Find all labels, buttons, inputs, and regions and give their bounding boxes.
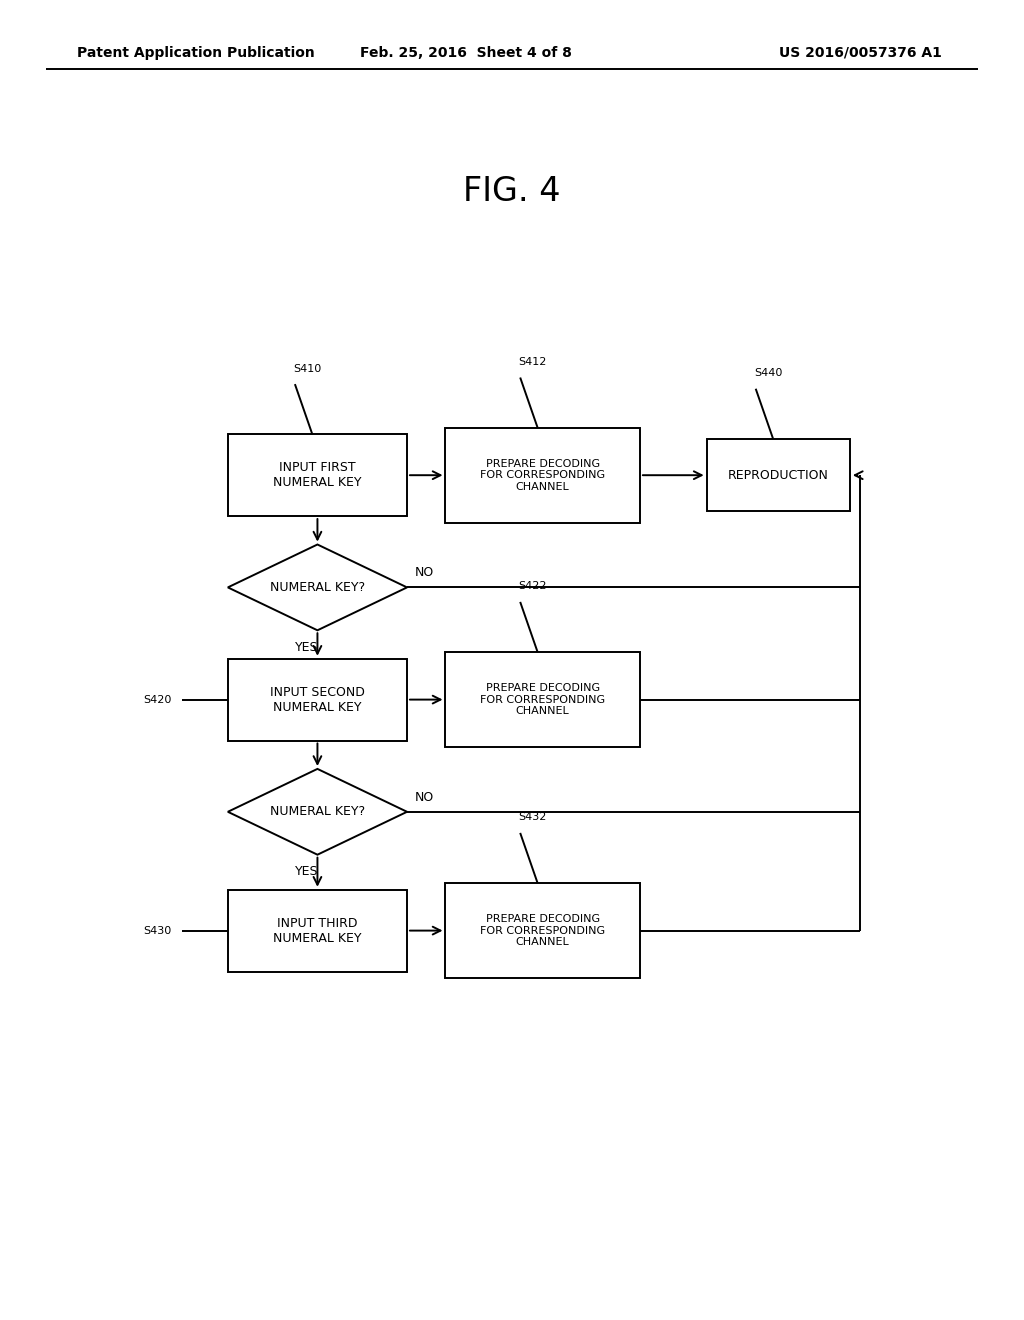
Text: S410: S410	[293, 363, 322, 374]
Text: S420: S420	[143, 694, 172, 705]
Text: YES: YES	[296, 866, 318, 878]
Text: S432: S432	[518, 812, 547, 822]
Bar	[227, 434, 407, 516]
Polygon shape	[227, 544, 407, 630]
Text: INPUT FIRST
NUMERAL KEY: INPUT FIRST NUMERAL KEY	[273, 461, 361, 490]
Text: PREPARE DECODING
FOR CORRESPONDING
CHANNEL: PREPARE DECODING FOR CORRESPONDING CHANN…	[480, 682, 605, 717]
Text: Feb. 25, 2016  Sheet 4 of 8: Feb. 25, 2016 Sheet 4 of 8	[360, 46, 571, 59]
Text: S412: S412	[518, 356, 547, 367]
Text: FIG. 4: FIG. 4	[463, 176, 561, 209]
Text: REPRODUCTION: REPRODUCTION	[728, 469, 828, 482]
Text: INPUT SECOND
NUMERAL KEY: INPUT SECOND NUMERAL KEY	[270, 685, 365, 714]
Bar	[227, 890, 407, 972]
Text: PREPARE DECODING
FOR CORRESPONDING
CHANNEL: PREPARE DECODING FOR CORRESPONDING CHANN…	[480, 458, 605, 492]
Bar	[227, 659, 407, 741]
Bar	[445, 652, 640, 747]
Text: Patent Application Publication: Patent Application Publication	[77, 46, 314, 59]
Text: S440: S440	[754, 368, 782, 378]
Text: S430: S430	[143, 925, 172, 936]
Text: YES: YES	[296, 640, 318, 653]
Text: INPUT THIRD
NUMERAL KEY: INPUT THIRD NUMERAL KEY	[273, 916, 361, 945]
Bar	[707, 438, 850, 511]
Text: S422: S422	[518, 581, 547, 591]
Text: NUMERAL KEY?: NUMERAL KEY?	[270, 805, 365, 818]
Text: PREPARE DECODING
FOR CORRESPONDING
CHANNEL: PREPARE DECODING FOR CORRESPONDING CHANN…	[480, 913, 605, 948]
Text: NO: NO	[416, 566, 434, 579]
Bar	[445, 883, 640, 978]
Polygon shape	[227, 768, 407, 855]
Text: NUMERAL KEY?: NUMERAL KEY?	[270, 581, 365, 594]
Text: US 2016/0057376 A1: US 2016/0057376 A1	[779, 46, 942, 59]
Text: NO: NO	[416, 791, 434, 804]
Bar	[445, 428, 640, 523]
